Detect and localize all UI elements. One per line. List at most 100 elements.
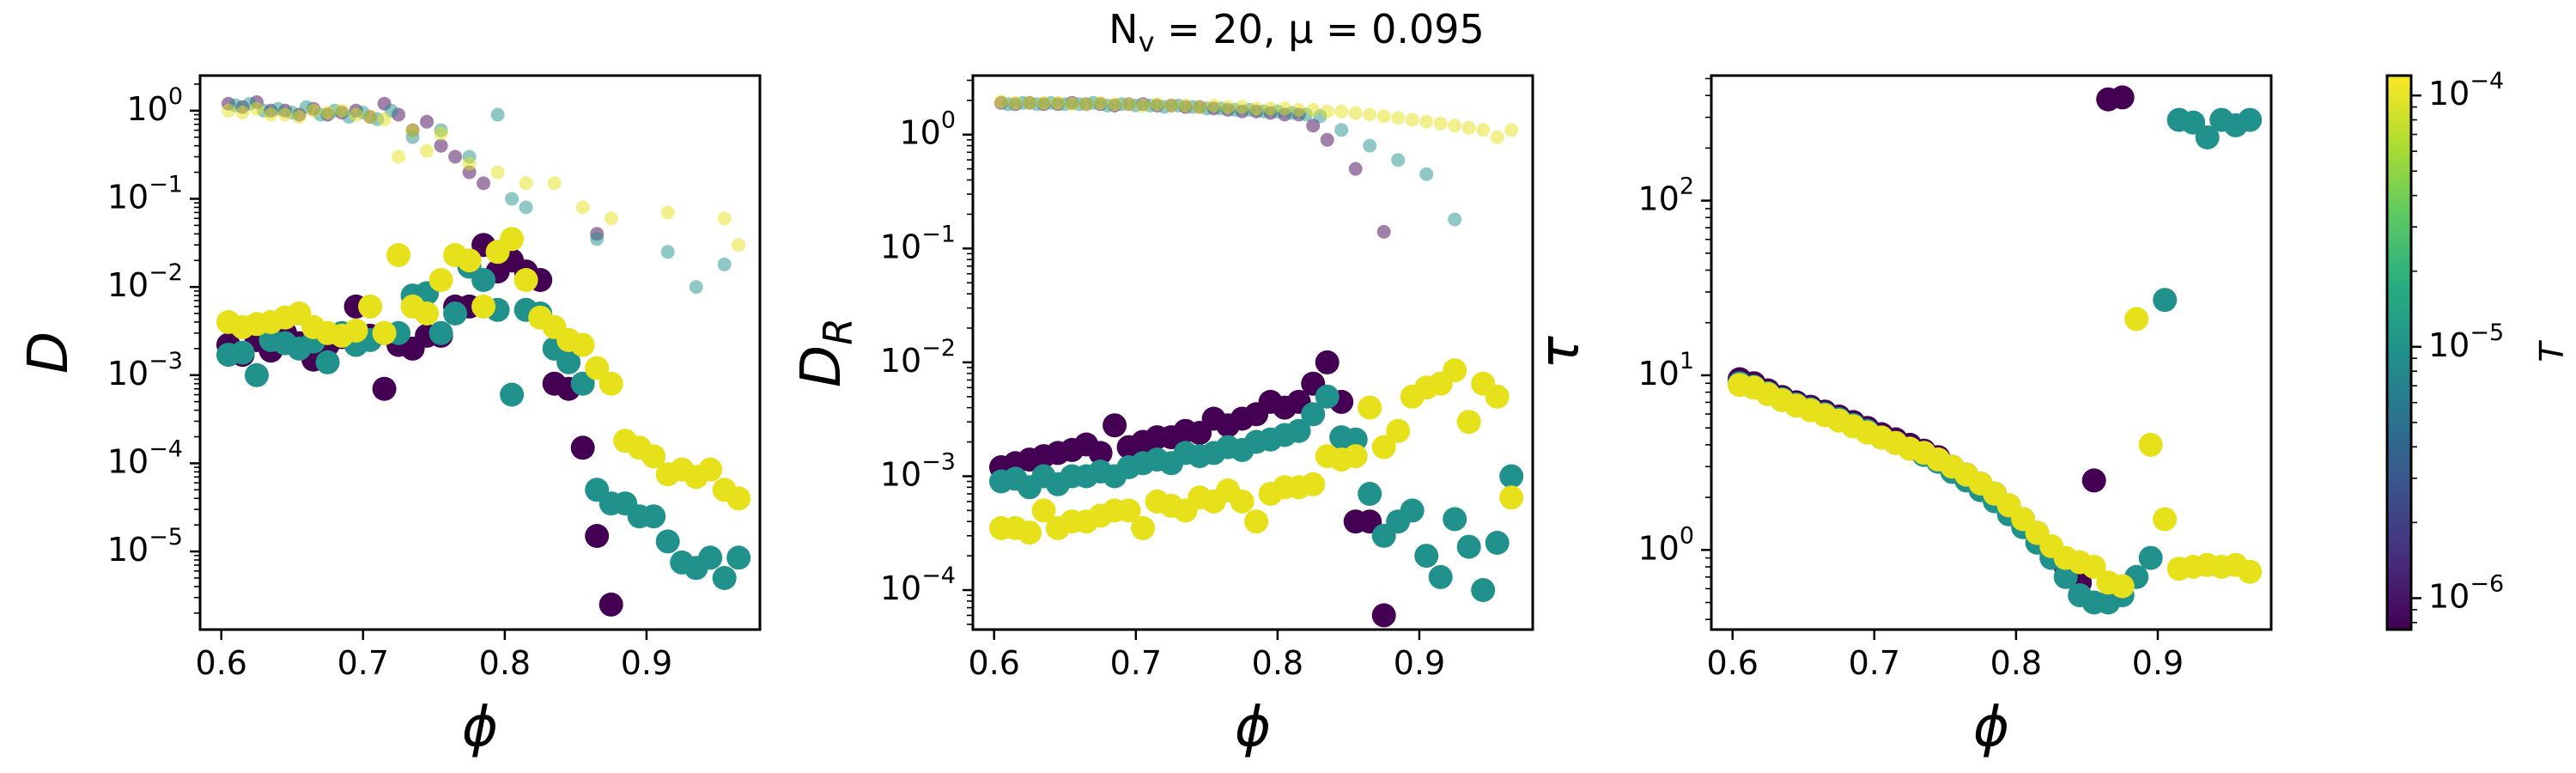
data-point (1164, 98, 1179, 113)
y-tick-label-exponent: −3 (149, 347, 183, 374)
series-T_mid-solid (989, 384, 1524, 602)
data-point (2124, 307, 2149, 332)
data-point (1443, 507, 1467, 532)
x-tick-label: 0.6 (1707, 644, 1759, 682)
x-axis-label: ϕ (1235, 696, 1271, 759)
data-point (490, 165, 505, 180)
data-point (278, 107, 292, 122)
series-T_low-solid (989, 350, 1396, 628)
data-point (726, 545, 751, 570)
data-point (994, 94, 1008, 109)
data-point (1315, 384, 1340, 409)
data-point (1286, 418, 1311, 443)
data-point (1291, 102, 1306, 117)
data-point (420, 114, 434, 129)
y-tick-label-exponent: −1 (149, 171, 183, 198)
data-point (1235, 100, 1249, 114)
plot-frame (198, 74, 762, 631)
data-points (1728, 85, 2263, 615)
data-point (1278, 101, 1292, 116)
data-point (1136, 98, 1151, 113)
y-tick-label-base: 10 (899, 113, 940, 151)
data-point (377, 112, 392, 126)
data-point (717, 211, 732, 226)
x-tick-label: 0.7 (337, 644, 389, 682)
data-point (1456, 534, 1481, 559)
y-tick-label: 102 (1637, 173, 1694, 217)
data-point (457, 248, 482, 273)
data-point (343, 318, 368, 343)
data-point (1371, 435, 1396, 460)
data-point (1315, 350, 1340, 374)
colorbar: T 10−610−510−4 (2385, 68, 2571, 631)
data-point (1244, 509, 1269, 534)
y-tick-label: 10−4 (107, 435, 183, 480)
data-point (1221, 100, 1236, 114)
data-point (1249, 101, 1264, 116)
data-point (434, 138, 448, 153)
data-point (2153, 288, 2178, 313)
y-tick-label-exponent: −2 (149, 259, 183, 286)
data-point (547, 176, 562, 191)
data-point (1108, 97, 1122, 112)
data-point (655, 529, 680, 554)
data-point (1320, 132, 1334, 147)
data-point (292, 110, 307, 125)
colorbar-fill (2387, 76, 2411, 630)
data-point (1103, 413, 1127, 438)
y-tick-label: 100 (1637, 522, 1694, 567)
series-T_low-solid (1728, 85, 2135, 595)
data-point (349, 107, 363, 122)
title-rest: = 20, μ = 0.095 (1155, 6, 1485, 52)
data-point (598, 592, 623, 617)
data-point (1306, 102, 1321, 117)
y-tick-label-exponent: 2 (1680, 173, 1694, 199)
data-point (307, 103, 321, 118)
y-axis-label: D (17, 332, 81, 374)
x-tick-label: 0.6 (969, 644, 1020, 682)
y-tick-label-base: 10 (880, 228, 921, 265)
x-tick-label: 0.6 (196, 644, 247, 682)
data-point (415, 301, 440, 326)
data-point (1419, 167, 1434, 181)
series-T_mid-solid (1728, 107, 2263, 615)
data-point (1343, 427, 1368, 452)
series-T_high-solid (1728, 307, 2263, 599)
data-point (250, 101, 264, 116)
data-point (420, 143, 434, 158)
series-T_high-solid (216, 227, 751, 511)
data-point (471, 294, 496, 319)
data-point (443, 301, 468, 326)
data-point (1320, 104, 1334, 119)
x-tick-label: 0.8 (479, 644, 531, 682)
y-tick-label-exponent: 0 (1680, 522, 1694, 549)
series-T_high-solid (989, 358, 1524, 545)
data-point (264, 107, 278, 122)
y-tick-label: 10−2 (107, 259, 183, 304)
y-tick-label-exponent: −2 (921, 334, 956, 361)
data-point (519, 176, 533, 191)
y-tick-label: 101 (1637, 347, 1694, 392)
y-tick-label: 10−1 (880, 221, 956, 265)
data-point (1363, 138, 1377, 153)
y-tick-label: 10−1 (107, 171, 183, 216)
data-point (1456, 410, 1481, 435)
data-point (732, 238, 746, 253)
data-point (660, 245, 675, 259)
data-point (500, 382, 525, 407)
colorbar-tick-label-base: 10 (2428, 326, 2470, 363)
data-point (1363, 107, 1377, 122)
data-point (1428, 564, 1453, 589)
data-point (448, 149, 463, 164)
data-point (698, 545, 723, 570)
data-point (434, 126, 448, 141)
data-point (1485, 531, 1510, 555)
data-point (1178, 98, 1193, 113)
y-tick-label: 10−4 (880, 563, 956, 607)
data-point (556, 350, 581, 374)
data-point (1358, 395, 1382, 420)
data-point (1121, 97, 1136, 112)
data-point (320, 106, 335, 120)
data-points (216, 94, 751, 617)
y-tick-label-base: 10 (1637, 529, 1679, 567)
